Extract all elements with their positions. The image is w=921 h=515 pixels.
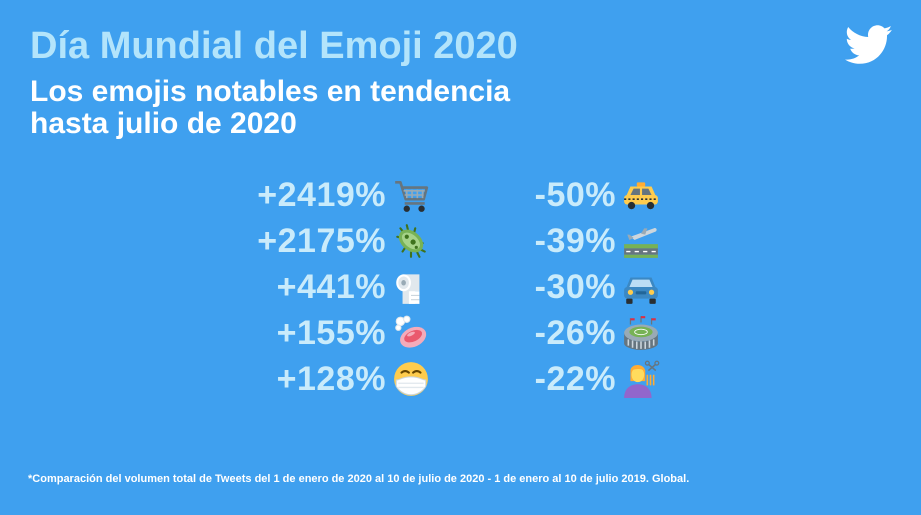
- list-item: -30%: [470, 264, 660, 310]
- list-item: +128%: [190, 356, 430, 402]
- page-subtitle: Los emojis notables en tendencia hasta j…: [30, 76, 510, 140]
- toilet-paper-roll-icon: [392, 268, 430, 306]
- falling-value: -39%: [534, 221, 616, 260]
- shopping-cart-icon: [392, 176, 430, 214]
- rising-value: +441%: [276, 267, 386, 306]
- falling-value: -26%: [534, 313, 616, 352]
- list-item: -26%: [470, 310, 660, 356]
- footnote: *Comparación del volumen total de Tweets…: [28, 473, 690, 485]
- taxi-icon: [622, 176, 660, 214]
- soap-icon: [392, 314, 430, 352]
- subtitle-line-2: hasta julio de 2020: [30, 107, 297, 140]
- rising-value: +128%: [276, 359, 386, 398]
- falling-value: -22%: [534, 359, 616, 398]
- rising-value: +2175%: [257, 221, 386, 260]
- rising-emojis-list: +2419% +2175%: [190, 172, 430, 402]
- list-item: -50%: [470, 172, 660, 218]
- falling-value: -50%: [534, 175, 616, 214]
- face-with-medical-mask-icon: [392, 360, 430, 398]
- list-item: -22%: [470, 356, 660, 402]
- falling-emojis-list: -50% -39%: [470, 172, 660, 402]
- microbe-icon: [392, 222, 430, 260]
- list-item: +2419%: [190, 172, 430, 218]
- list-item: +155%: [190, 310, 430, 356]
- automobile-icon: [622, 268, 660, 306]
- subtitle-line-1: Los emojis notables en tendencia: [30, 75, 511, 108]
- airplane-departure-icon: [622, 222, 660, 260]
- page-title: Día Mundial del Emoji 2020: [30, 25, 518, 67]
- rising-value: +2419%: [257, 175, 386, 214]
- rising-value: +155%: [276, 313, 386, 352]
- list-item: +2175%: [190, 218, 430, 264]
- falling-value: -30%: [534, 267, 616, 306]
- list-item: -39%: [470, 218, 660, 264]
- stadium-icon: [622, 314, 660, 352]
- haircut-icon: [622, 360, 660, 398]
- twitter-bird-icon: [844, 24, 893, 66]
- list-item: +441%: [190, 264, 430, 310]
